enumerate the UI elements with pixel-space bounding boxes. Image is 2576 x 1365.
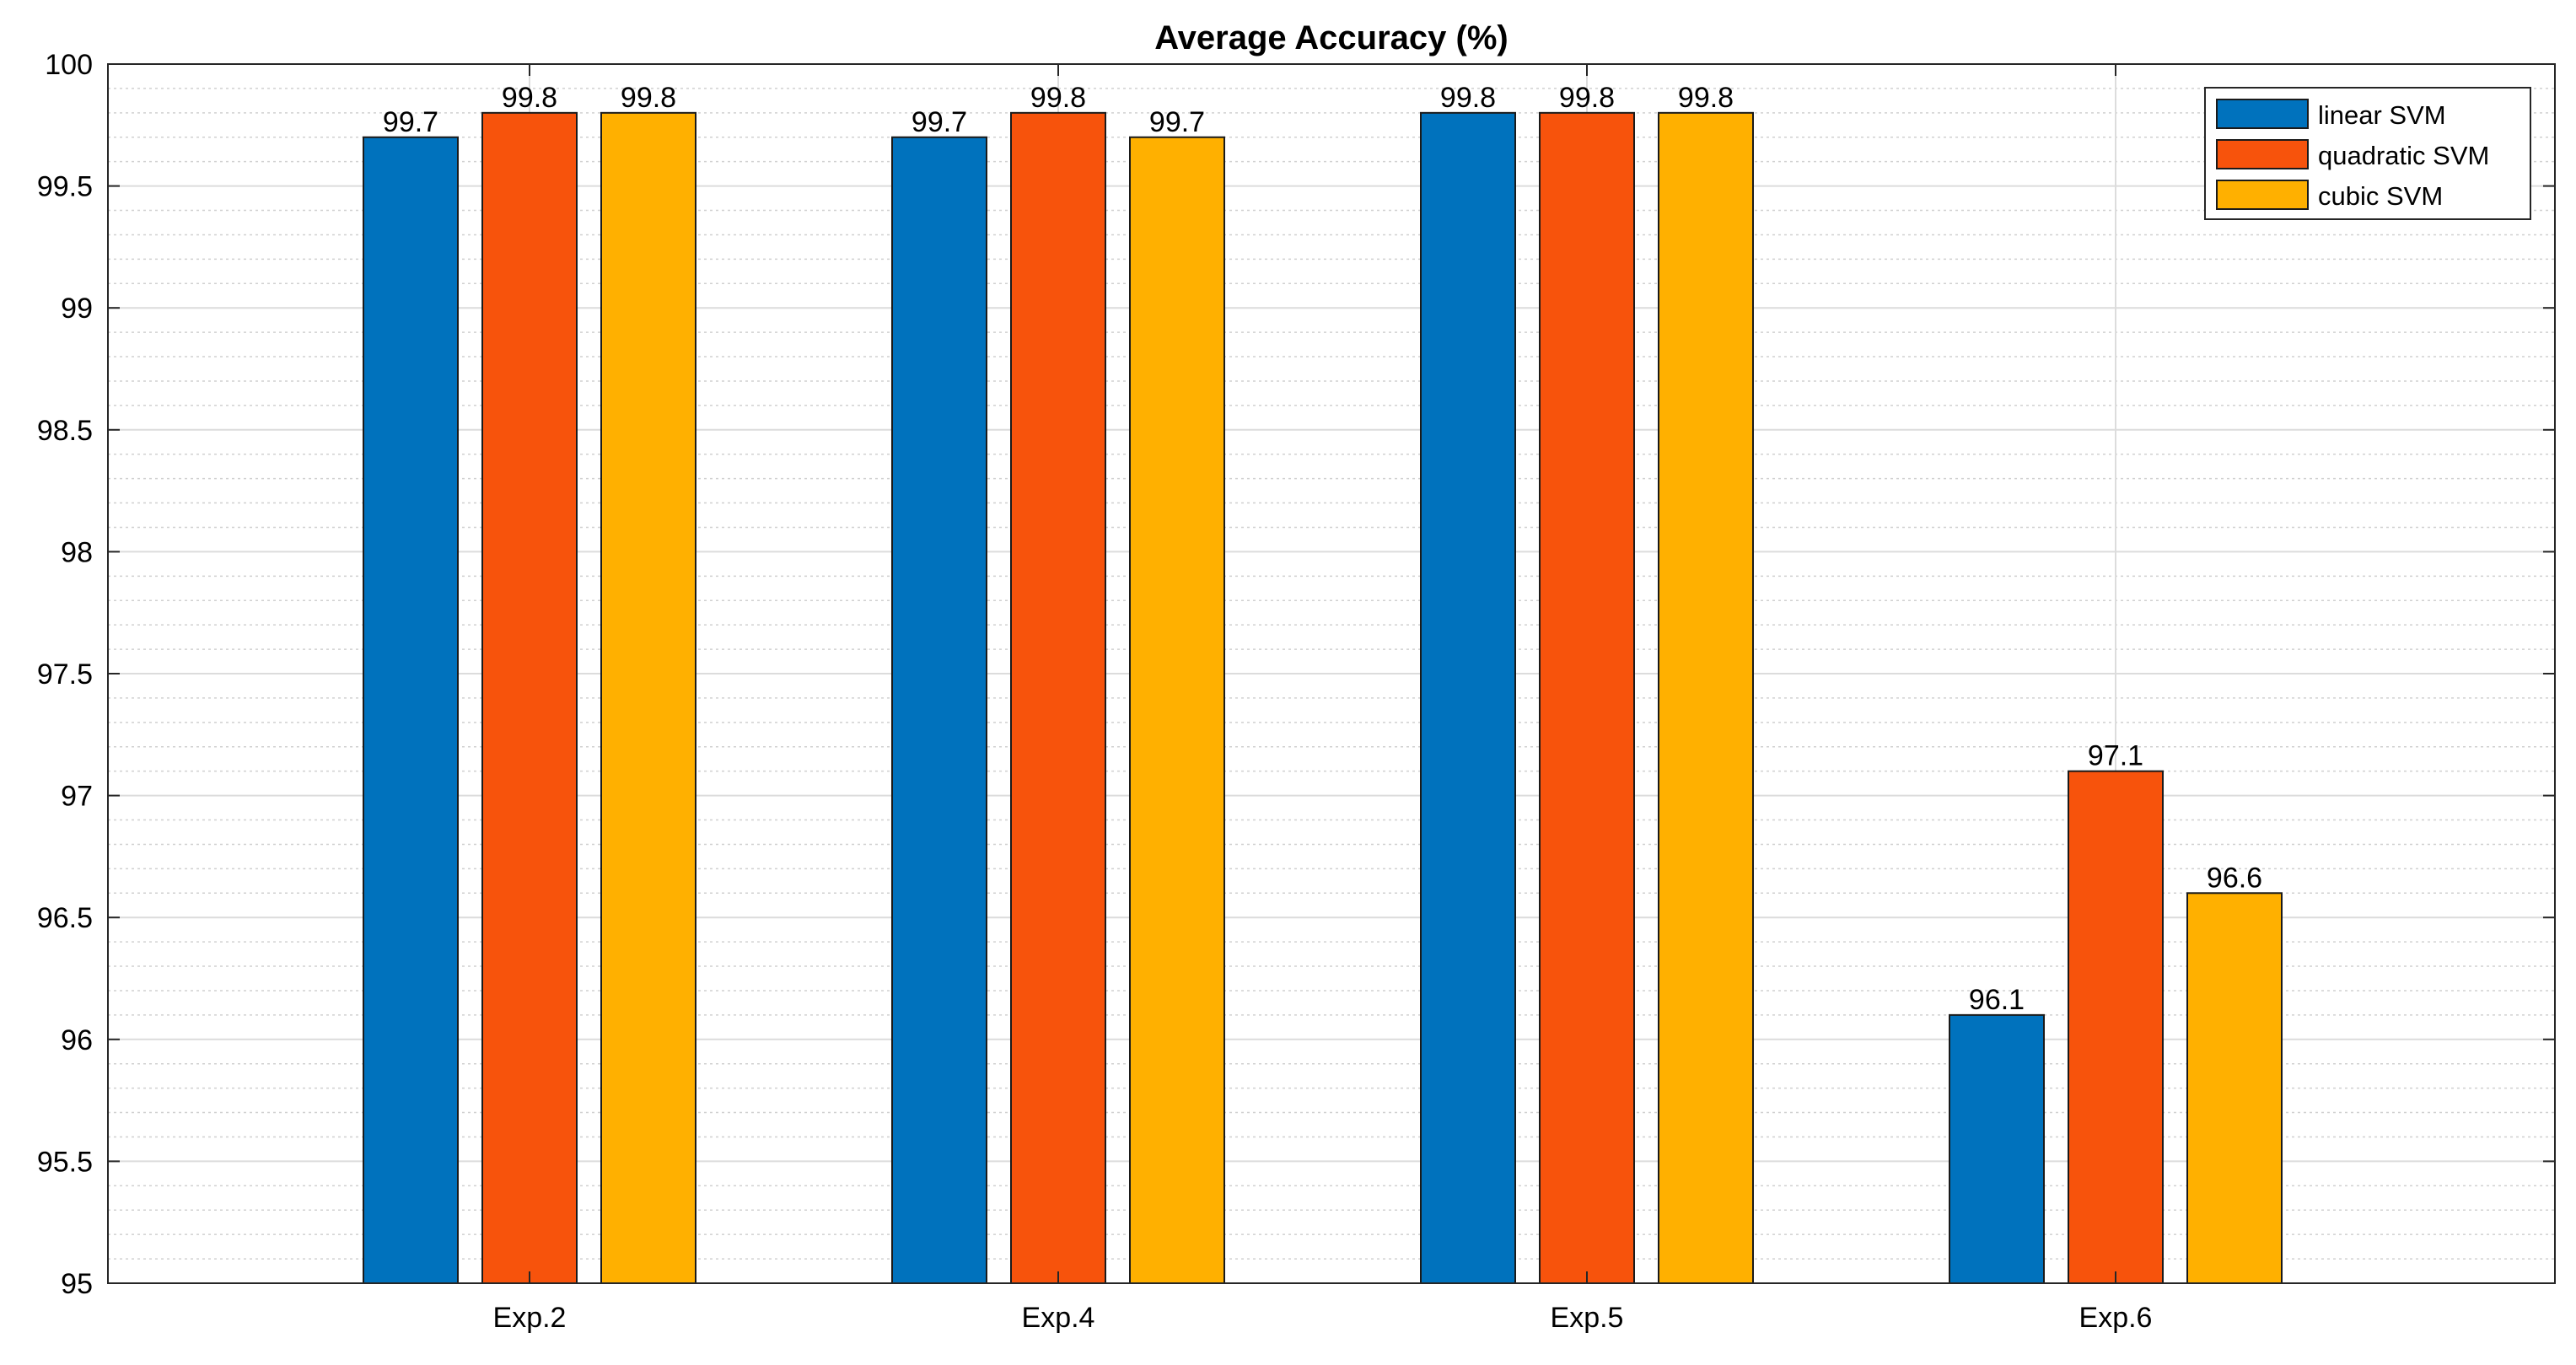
legend-label: linear SVM [2318,100,2446,130]
bar-linear-svm-exp4 [891,136,987,1284]
bar-cubic-svm-exp2 [600,111,696,1285]
y-tick-label: 95.5 [37,1146,93,1178]
bar-value-label: 99.8 [1030,82,1086,114]
legend-swatch [2216,99,2309,129]
legend-swatch [2216,139,2309,169]
bar-value-label: 99.7 [1149,106,1205,138]
bar-value-label: 96.6 [2207,862,2262,894]
axis-ticks: 95 95.5 96 96.5 97 97.5 98 98.5 99 99.5 100 Exp.2 Ex… [37,49,2555,1334]
bar-value-label: 99.8 [1678,82,1734,114]
legend-label: cubic SVM [2318,181,2443,211]
y-tick-label: 95 [61,1268,93,1300]
bar-value-label: 97.1 [2088,740,2143,772]
chart-title: Average Accuracy (%) [1154,19,1508,56]
bar-value-label: 96.1 [1969,984,2025,1016]
bar-value-label: 99.8 [621,82,676,114]
data-labels: 99.7 99.7 99.8 96.1 99.8 99.8 99.8 97.1 99.8 99.7… [383,82,2262,1016]
bar-value-label: 99.7 [912,106,967,138]
bar-cubic-svm-exp5 [1658,111,1754,1285]
bar-linear-svm-exp2 [363,136,459,1284]
y-tick-label: 99 [61,293,93,325]
x-tick-label: Exp.2 [493,1302,567,1334]
x-tick-label: Exp.4 [1022,1302,1095,1334]
bar-linear-svm-exp6 [1949,1013,2045,1284]
legend[interactable]: linear SVM quadratic SVM cubic SVM [2204,87,2531,220]
y-tick-label: 99.5 [37,171,93,203]
bar-linear-svm-exp5 [1420,111,1516,1285]
bar-value-label: 99.8 [1559,82,1615,114]
legend-swatch [2216,180,2309,210]
bar-quadratic-svm-exp6 [2068,770,2164,1284]
y-tick-label: 100 [45,49,93,81]
y-tick-label: 96 [61,1024,93,1056]
x-tick-label: Exp.6 [2079,1302,2153,1334]
bar-quadratic-svm-exp5 [1539,111,1635,1285]
y-tick-label: 98 [61,536,93,568]
bar-quadratic-svm-exp2 [481,111,578,1285]
y-tick-label: 97.5 [37,658,93,691]
legend-label: quadratic SVM [2318,141,2489,170]
y-tick-label: 98.5 [37,415,93,447]
bar-cubic-svm-exp4 [1129,136,1225,1284]
bars [363,111,2283,1285]
y-tick-label: 96.5 [37,902,93,934]
bar-value-label: 99.8 [502,82,557,114]
y-tick-label: 97 [61,781,93,813]
x-tick-label: Exp.5 [1551,1302,1624,1334]
bar-value-label: 99.8 [1440,82,1496,114]
bar-value-label: 99.7 [383,106,438,138]
bar-cubic-svm-exp6 [2186,892,2283,1285]
bar-quadratic-svm-exp4 [1010,111,1106,1285]
